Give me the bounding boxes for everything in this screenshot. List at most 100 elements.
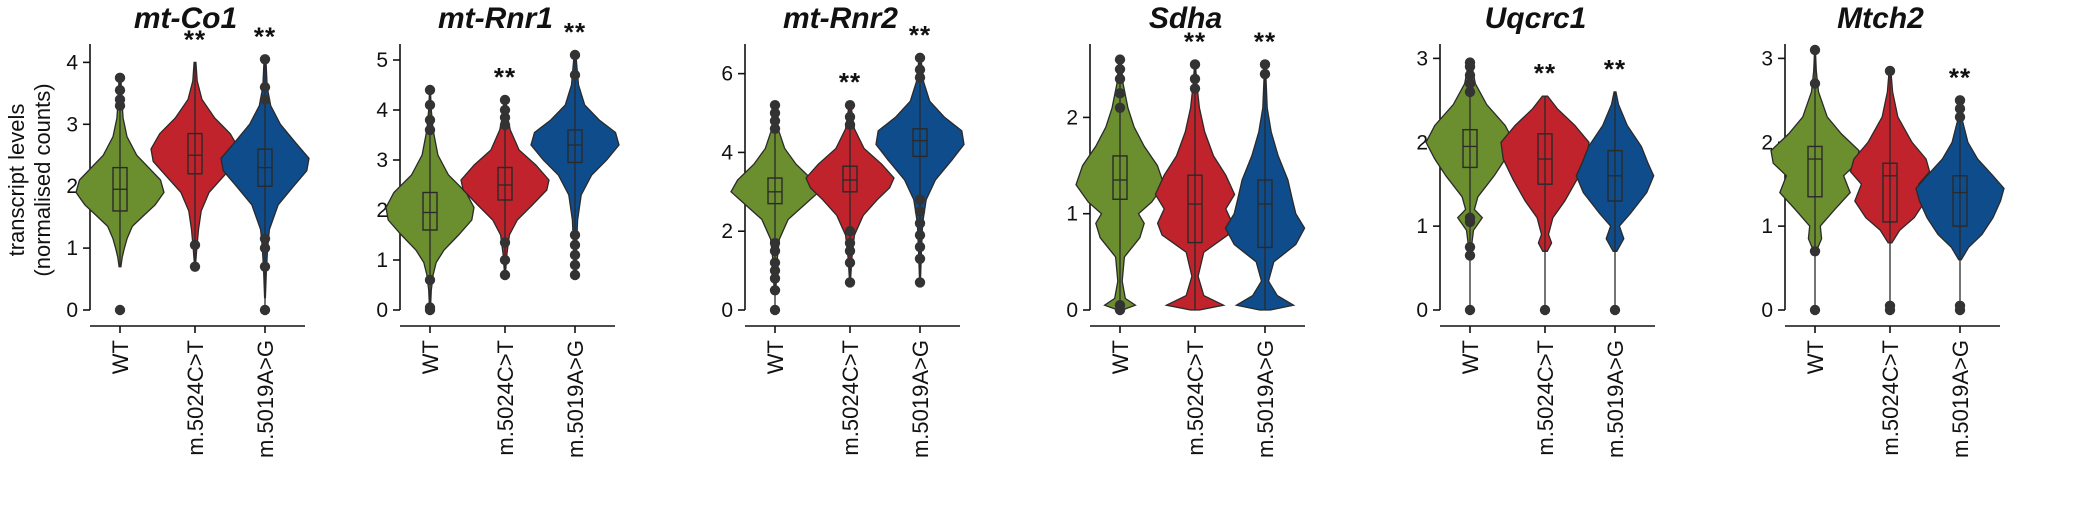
outlier-point [1114, 73, 1126, 85]
outlier-point [569, 269, 581, 281]
box-iqr [1807, 145, 1823, 198]
x-category-label: WT [1803, 340, 1828, 374]
outlier-point [769, 245, 781, 257]
y-tick-label: 3 [1761, 47, 1773, 70]
box-iqr [1187, 174, 1203, 244]
box-iqr [497, 166, 513, 201]
x-category-label: m.5024C>T [493, 340, 518, 456]
box-iqr [1882, 162, 1898, 223]
box-iqr [422, 191, 438, 231]
outlier-point [769, 265, 781, 276]
x-category-label: WT [763, 340, 788, 374]
y-tick-label: 1 [1066, 203, 1078, 226]
y-tick-label: 0 [721, 299, 733, 322]
outlier-point [259, 304, 271, 316]
y-tick-label: 0 [1761, 299, 1773, 322]
outlier-point [259, 54, 271, 65]
x-category-label: m.5019A>G [908, 340, 933, 458]
outlier-point [844, 245, 856, 257]
outlier-point [259, 242, 271, 254]
outlier-point [844, 99, 856, 111]
significance-marker: ** [494, 62, 516, 92]
significance-marker: ** [254, 21, 276, 51]
violin-group-m-5024c-t [1849, 65, 1931, 316]
outlier-point [259, 261, 271, 272]
violin-group-m-5019a-g [875, 52, 965, 288]
panel-mt-rnr1: mt-Rnr1 0 1 2 3 4 5 WT m.5024C>T ** m.5019A>G ** [376, 2, 620, 458]
x-category-label: m.5024C>T [183, 340, 208, 456]
box-iqr [1112, 155, 1128, 200]
panel-mt-co1: mt-Co1 0 1 2 3 4 WT m.5024C>T ** m.5019A>G ** [66, 2, 310, 458]
y-tick-label: 4 [376, 99, 388, 122]
y-tick-label: 2 [376, 199, 388, 222]
y-tick-label: 0 [1416, 299, 1428, 322]
outlier-point [769, 115, 781, 127]
panel-title: Mtch2 [1837, 2, 1924, 35]
outlier-point [1189, 73, 1201, 85]
outlier-point [1809, 44, 1821, 56]
panel-title: mt-Rnr1 [438, 2, 553, 35]
outlier-point [844, 257, 856, 268]
outlier-point [1954, 111, 1966, 123]
x-category-label: m.5019A>G [1948, 340, 1973, 458]
outlier-point [1114, 64, 1126, 75]
y-tick-label: 4 [66, 51, 78, 74]
y-tick-label: 2 [1416, 131, 1428, 154]
outlier-point [499, 112, 511, 123]
significance-marker: ** [1534, 58, 1556, 88]
outlier-point [1259, 59, 1271, 70]
outlier-point [259, 94, 271, 105]
outlier-point [499, 269, 511, 281]
x-category-label: m.5024C>T [838, 340, 863, 456]
outlier-point [1539, 304, 1551, 316]
outlier-point [569, 259, 581, 271]
outlier-point [914, 241, 926, 253]
outlier-point [1114, 299, 1126, 311]
x-category-label: m.5024C>T [1533, 340, 1558, 456]
outlier-point [844, 237, 856, 249]
outlier-point [499, 254, 511, 266]
x-category-label: m.5024C>T [1878, 340, 1903, 456]
box-iqr [767, 177, 783, 205]
outlier-point [1464, 304, 1476, 316]
x-category-label: WT [418, 340, 443, 374]
outlier-point [914, 72, 926, 83]
outlier-point [114, 304, 126, 316]
outlier-point [499, 237, 511, 248]
outlier-point [1609, 304, 1621, 316]
significance-marker: ** [1604, 54, 1626, 84]
significance-marker: ** [1254, 26, 1276, 56]
outlier-point [424, 274, 436, 286]
y-tick-label: 2 [721, 220, 733, 243]
outlier-point [569, 49, 581, 61]
x-category-label: m.5019A>G [1253, 340, 1278, 458]
violin-group-m-5024c-t [805, 99, 895, 288]
violin-group-wt [1770, 44, 1860, 316]
outlier-point [914, 253, 926, 264]
outlier-point [424, 124, 436, 136]
outlier-point [114, 72, 126, 84]
outlier-point [769, 257, 781, 268]
x-category-label: WT [1458, 340, 1483, 374]
violin-group-m-5019a-g [220, 54, 310, 316]
violin-group-m-5019a-g [1224, 59, 1306, 311]
outlier-point [914, 229, 926, 241]
outlier-point [189, 261, 201, 272]
outlier-point [769, 99, 781, 111]
panel-title: Sdha [1149, 2, 1222, 35]
outlier-point [1884, 65, 1896, 77]
y-axis-label-line2: (normalised counts) [30, 83, 55, 276]
outlier-point [1809, 304, 1821, 316]
y-tick-label: 1 [376, 249, 388, 272]
outlier-point [569, 239, 581, 251]
outlier-point [844, 111, 856, 123]
box-iqr [567, 129, 583, 164]
outlier-point [914, 218, 926, 229]
outlier-point [1189, 83, 1201, 94]
panel-title: mt-Rnr2 [783, 2, 898, 35]
significance-marker: ** [1184, 26, 1206, 56]
outlier-point [1464, 69, 1476, 81]
outlier-point [569, 249, 581, 261]
outlier-point [769, 285, 781, 296]
significance-marker: ** [909, 20, 931, 50]
